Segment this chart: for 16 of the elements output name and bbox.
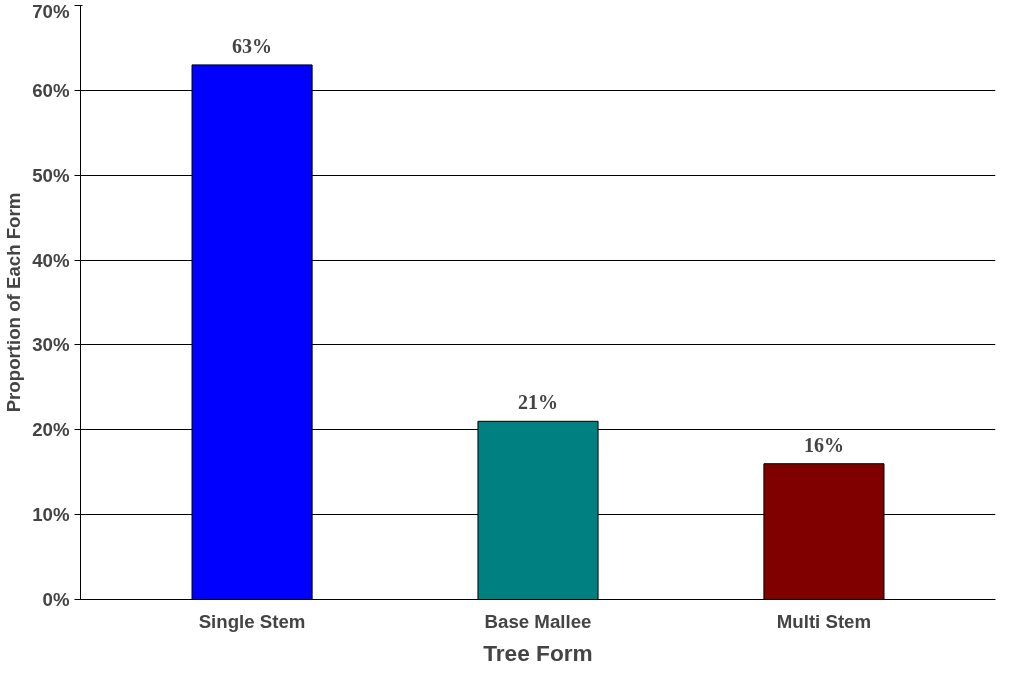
y-tick-label: 20% bbox=[32, 419, 70, 441]
y-tick-label: 40% bbox=[32, 249, 70, 271]
x-tick-label: Single Stem bbox=[198, 610, 306, 632]
y-tick-label: 30% bbox=[32, 334, 70, 356]
x-tick-label: Base Mallee bbox=[484, 610, 592, 632]
x-tick-label: Multi Stem bbox=[776, 610, 872, 632]
data-label: 21% bbox=[518, 391, 558, 414]
y-tick-label: 60% bbox=[32, 79, 70, 101]
y-tick-label: 0% bbox=[42, 589, 70, 610]
y-tick-label: 70% bbox=[32, 0, 70, 22]
y-tick-label: 50% bbox=[32, 164, 70, 186]
x-axis-title: Tree Form bbox=[483, 639, 593, 666]
y-axis-title: Proportion of Each Form bbox=[3, 192, 25, 413]
y-tick-label: 10% bbox=[32, 504, 70, 526]
data-label: 16% bbox=[803, 433, 844, 456]
data-label: 63% bbox=[232, 34, 273, 57]
